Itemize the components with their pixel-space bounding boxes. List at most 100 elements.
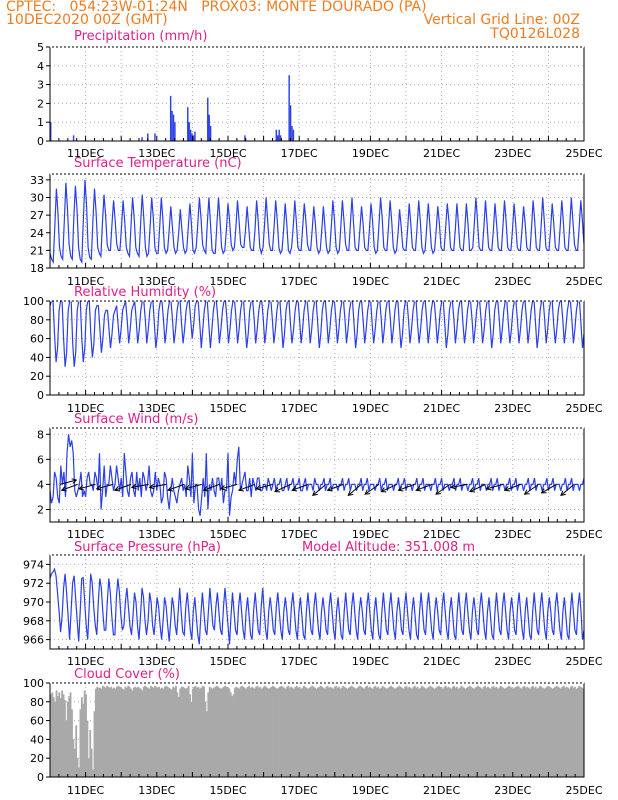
cloud-bar: [383, 686, 385, 777]
cloud-bar: [312, 686, 315, 777]
cloud-bar: [529, 688, 531, 777]
cloud-bar: [210, 687, 213, 777]
cloud-bar: [235, 686, 238, 777]
cloud-bar: [481, 688, 484, 777]
cloud-bar: [82, 703, 85, 777]
wind-vector-head: [312, 490, 318, 496]
panel-frame: [49, 427, 585, 523]
x-tick-label: 13DEC: [138, 528, 175, 541]
x-tick-label: 11DEC: [67, 275, 104, 288]
cloud-bar: [78, 767, 80, 777]
cloud-bar: [125, 687, 128, 777]
cloud-bar: [130, 688, 132, 777]
cloud-bar: [405, 685, 408, 777]
cloud-bar: [505, 687, 508, 777]
cloud-bar: [332, 688, 335, 777]
y-tick-label: 20: [30, 370, 44, 383]
cloud-bar: [218, 687, 221, 777]
cloud-bar: [73, 748, 76, 777]
y-tick-label: 100: [23, 295, 44, 308]
cloud-bar: [255, 686, 257, 777]
cloud-bar: [387, 687, 390, 777]
cloud-bar: [472, 688, 475, 777]
cloud-bar: [489, 688, 492, 777]
cloud-bar: [293, 688, 295, 777]
cloud-bar: [273, 686, 276, 777]
precip-bar: [169, 95, 172, 141]
cloud-bar: [550, 687, 553, 777]
cloud-bar: [419, 687, 422, 777]
cloud-bar: [120, 687, 123, 777]
cloud-bar: [169, 688, 172, 777]
cloud-bar: [532, 685, 534, 777]
cloud-bar: [547, 685, 550, 777]
cloud-bar: [560, 688, 562, 777]
cloud-bar: [561, 686, 564, 777]
cloud-bar: [326, 685, 329, 777]
cloud-bar: [415, 687, 418, 777]
cloud-bar: [374, 685, 377, 777]
wind-vector: [381, 483, 397, 493]
cloud-bar: [79, 709, 82, 777]
cloud-bar: [468, 685, 471, 777]
wind-vector-head: [503, 486, 510, 492]
cloud-bar: [197, 686, 200, 777]
cloud-bar: [153, 685, 156, 777]
cloud-bar: [211, 688, 214, 777]
cloud-bar: [213, 687, 215, 777]
panel-title: Surface Temperature (nC): [74, 156, 242, 171]
cloud-bar: [232, 694, 235, 777]
cloud-bar: [241, 685, 243, 777]
precip-bar: [288, 75, 290, 141]
cloud-bar: [451, 686, 454, 777]
cloud-bar: [166, 686, 169, 777]
precip-bar: [141, 137, 143, 141]
precip-bar: [147, 133, 149, 141]
wind-vector: [114, 483, 132, 491]
cloud-bar: [491, 686, 494, 777]
cloud-bar: [94, 688, 97, 777]
cloud-bar: [322, 687, 325, 777]
cloud-bar: [381, 685, 384, 777]
cloud-bar: [494, 687, 496, 777]
cloud-bar: [220, 688, 222, 777]
cloud-bar: [510, 687, 513, 777]
cloud-bar: [311, 685, 314, 777]
precip-bar: [174, 122, 176, 141]
cloud-bar: [325, 686, 328, 777]
cloud-bar: [478, 686, 481, 777]
cloud-bar: [530, 686, 533, 777]
y-tick-label: 24: [30, 227, 44, 240]
cloud-bar: [376, 687, 378, 777]
wind-vector: [524, 483, 539, 495]
cloud-bar: [364, 686, 367, 777]
cloud-bar: [501, 686, 503, 777]
cloud-bar: [58, 692, 61, 777]
wind-vector-head: [397, 486, 404, 492]
wind-vector: [149, 483, 167, 488]
cloud-bar: [191, 688, 194, 777]
cloud-bar: [302, 685, 305, 777]
precip-bar: [277, 135, 279, 141]
cloud-bar: [183, 687, 186, 777]
cloud-bar: [163, 686, 166, 777]
cloud-bar: [336, 687, 339, 777]
x-tick-label: 13DEC: [138, 655, 175, 668]
wind-vector-head: [364, 489, 371, 495]
cloud-bar: [388, 686, 391, 777]
wind-vector: [450, 483, 468, 488]
cloud-bar: [168, 687, 170, 777]
panel-title: Cloud Cover (%): [74, 667, 180, 682]
cloud-bar: [347, 687, 350, 777]
cloud-bar: [363, 688, 366, 777]
cloud-bar: [338, 686, 340, 777]
cloud-bar: [277, 687, 280, 777]
cloud-bar: [142, 686, 145, 777]
cloud-bar: [450, 688, 453, 777]
cloud-bar: [99, 687, 101, 777]
cloud-bar: [554, 686, 557, 777]
cloud-bar: [110, 686, 113, 777]
cloud-bar: [203, 686, 205, 777]
cloud-bar: [200, 687, 203, 777]
cloud-bar: [391, 686, 394, 777]
